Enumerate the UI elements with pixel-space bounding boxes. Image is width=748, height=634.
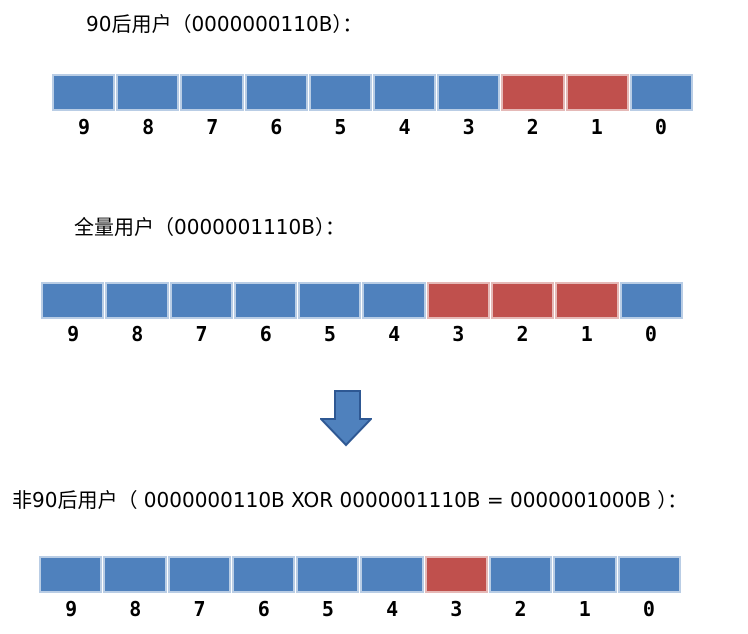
bit-index-label-4: 4	[398, 115, 411, 139]
bitmap-bar-all-users	[41, 282, 683, 319]
bit-cell-7	[167, 556, 231, 593]
bit-index-label-8: 8	[142, 115, 155, 139]
bit-cell-8	[116, 74, 180, 111]
bit-index-label-4: 4	[388, 322, 401, 346]
bit-cell-4	[362, 282, 426, 319]
bit-index-label-5: 5	[334, 115, 347, 139]
bit-cell-5	[296, 556, 360, 593]
bit-index-label-7: 7	[195, 322, 208, 346]
bit-index-label-6: 6	[257, 597, 270, 621]
bit-index-row-post90s-users: 9 8 7 6 5 4 3 2 1 0	[52, 114, 693, 140]
bit-index-row-xor-result: 9 8 7 6 5 4 3 2 1 0	[39, 596, 681, 622]
bit-index-row-all-users: 9 8 7 6 5 4 3 2 1 0	[41, 321, 683, 347]
bit-index-label-8: 8	[131, 322, 144, 346]
bit-index-label-9: 9	[78, 115, 91, 139]
bit-index-label-2: 2	[516, 322, 529, 346]
bit-cell-9	[39, 556, 103, 593]
bit-index-label-8: 8	[129, 597, 142, 621]
bit-index-label-3: 3	[450, 597, 463, 621]
bit-cell-6	[231, 556, 296, 593]
bit-index-label-0: 0	[654, 115, 667, 139]
bit-index-label-6: 6	[259, 322, 272, 346]
section-title-all-users: 全量用户（0000001110B）：	[74, 215, 345, 239]
bit-cell-0	[617, 556, 681, 593]
bit-cell-2	[501, 74, 565, 111]
bit-cell-9	[52, 74, 116, 111]
bit-index-label-5: 5	[323, 322, 336, 346]
bit-index-label-2: 2	[514, 597, 527, 621]
down-arrow-icon	[318, 390, 374, 447]
section-title-xor-result: 非90后用户（ 0000000110B XOR 0000001110B = 00…	[12, 488, 688, 512]
bit-index-label-9: 9	[67, 322, 80, 346]
bit-index-label-3: 3	[462, 115, 475, 139]
bit-cell-3	[437, 74, 501, 111]
bit-cell-1	[555, 282, 619, 319]
bit-cell-1	[565, 74, 629, 111]
bitmap-bar-post90s-users	[52, 74, 694, 111]
bit-cell-4	[373, 74, 437, 111]
section-title-post90s-users: 90后用户（0000000110B）：	[86, 12, 363, 36]
bit-cell-4	[360, 556, 424, 593]
bit-index-label-3: 3	[452, 322, 465, 346]
bit-cell-5	[308, 74, 373, 111]
bit-cell-5	[298, 282, 362, 319]
bit-cell-1	[553, 556, 617, 593]
bit-index-label-1: 1	[578, 597, 591, 621]
bit-index-label-0: 0	[642, 597, 655, 621]
bit-index-label-7: 7	[206, 115, 219, 139]
bit-index-label-9: 9	[65, 597, 78, 621]
bit-index-label-7: 7	[193, 597, 206, 621]
bit-index-label-1: 1	[590, 115, 603, 139]
bit-cell-7	[169, 282, 233, 319]
bit-index-label-5: 5	[321, 597, 334, 621]
bit-index-label-1: 1	[580, 322, 593, 346]
bit-cell-0	[629, 74, 694, 111]
bit-cell-8	[105, 282, 169, 319]
bit-cell-9	[41, 282, 105, 319]
bit-cell-0	[619, 282, 683, 319]
bit-cell-2	[491, 282, 555, 319]
bit-cell-6	[244, 74, 308, 111]
bitmap-bar-xor-result	[39, 556, 681, 593]
bit-cell-2	[489, 556, 553, 593]
bit-cell-3	[426, 282, 491, 319]
bit-index-label-6: 6	[270, 115, 283, 139]
bit-cell-6	[233, 282, 298, 319]
bit-index-label-4: 4	[386, 597, 399, 621]
bit-cell-8	[103, 556, 167, 593]
bit-cell-3	[424, 556, 489, 593]
bit-cell-7	[180, 74, 244, 111]
bit-index-label-2: 2	[526, 115, 539, 139]
bit-index-label-0: 0	[644, 322, 657, 346]
